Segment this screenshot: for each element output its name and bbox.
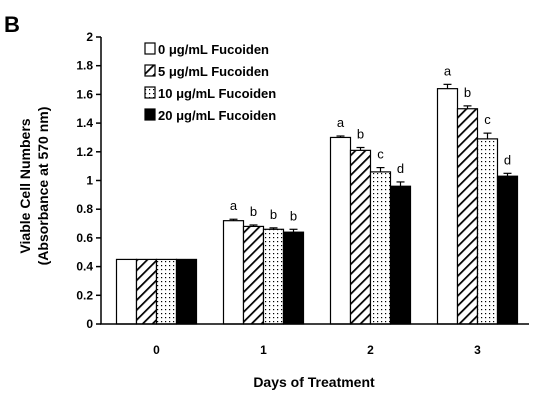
legend: 0 μg/mL Fucoiden 5 μg/mL Fucoiden 10 μg/mL… [144, 42, 276, 123]
bar [456, 108, 479, 325]
x-tick-label: 3 [474, 343, 481, 357]
legend-label: 0 μg/mL Fucoiden [158, 42, 269, 57]
significance-label: d [397, 161, 404, 176]
bar [389, 185, 412, 325]
y-axis-title-line1: Viable Cell Numbers [17, 118, 33, 253]
bar [282, 231, 305, 325]
bar [496, 175, 519, 325]
y-tick-label: 1.4 [76, 116, 93, 130]
significance-label: c [484, 112, 491, 127]
significance-label: d [504, 152, 511, 167]
y-tick-label: 0 [86, 317, 93, 331]
bar [369, 171, 392, 325]
legend-label: 20 μg/mL Fucoiden [158, 108, 276, 123]
y-tick-labels: 0 0.2 0.4 0.6 0.8 1 1.2 1.4 1.6 1.8 2 [76, 30, 101, 331]
bar [155, 258, 178, 325]
x-axis-title: Days of Treatment [253, 374, 375, 390]
y-tick-label: 0.8 [76, 202, 93, 216]
bar [115, 258, 138, 325]
bar [262, 228, 285, 325]
y-tick-label: 0.2 [76, 288, 93, 302]
y-tick-label: 2 [86, 30, 93, 44]
legend-label: 5 μg/mL Fucoiden [158, 64, 269, 79]
significance-label: b [464, 85, 471, 100]
bar [436, 88, 459, 325]
bar [242, 225, 265, 325]
bar [222, 220, 245, 325]
y-axis-title: Viable Cell Numbers (Absorbance at 570 n… [17, 107, 51, 266]
y-tick-label: 1.6 [76, 87, 93, 101]
bar [349, 149, 372, 325]
x-tick-labels: 0 1 2 3 [153, 343, 481, 357]
legend-swatch [144, 86, 156, 99]
legend-label: 10 μg/mL Fucoiden [158, 86, 276, 101]
bar [175, 258, 198, 325]
x-tick-label: 1 [260, 343, 267, 357]
bar [329, 136, 352, 325]
legend-swatch [144, 108, 156, 121]
y-tick-label: 0.6 [76, 231, 93, 245]
significance-label: b [250, 204, 257, 219]
bar [476, 138, 499, 325]
significance-label: c [377, 147, 384, 162]
x-tick-label: 0 [153, 343, 160, 357]
significance-label: b [270, 207, 277, 222]
y-tick-label: 1.2 [76, 145, 93, 159]
significance-label: a [444, 63, 452, 78]
significance-label: a [230, 198, 238, 213]
legend-swatch [144, 42, 156, 55]
significance-label: b [357, 126, 364, 141]
x-tick-label: 2 [367, 343, 374, 357]
bar [135, 258, 158, 325]
y-axis-title-line2: (Absorbance at 570 nm) [35, 107, 51, 266]
y-tick-label: 1 [86, 174, 93, 188]
significance-label: b [290, 208, 297, 223]
legend-swatch [144, 64, 156, 77]
panel-label: B [4, 12, 20, 37]
significance-label: a [337, 115, 345, 130]
y-tick-label: 1.8 [76, 59, 93, 73]
y-tick-label: 0.4 [76, 260, 93, 274]
